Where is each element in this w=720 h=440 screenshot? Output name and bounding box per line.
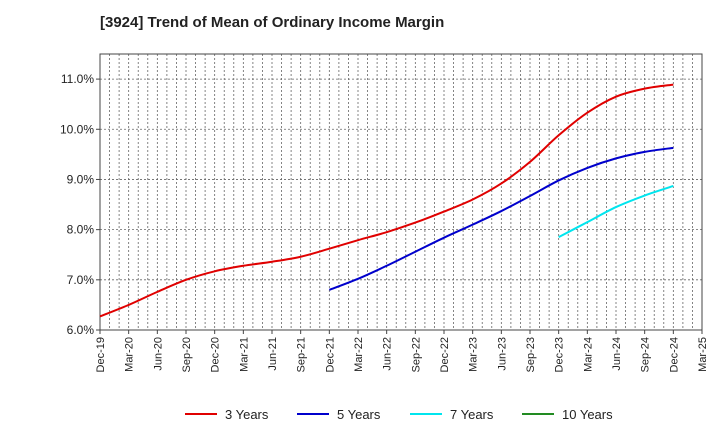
x-tick-label: Sep-20 — [181, 337, 193, 372]
y-tick-label: 7.0% — [67, 273, 95, 287]
legend-label-5-years: 5 Years — [337, 407, 381, 422]
legend-label-3-years: 3 Years — [225, 407, 269, 422]
x-tick-label: Mar-21 — [238, 337, 250, 372]
x-tick-label: Sep-23 — [525, 337, 537, 372]
x-tick-label: Jun-24 — [611, 337, 623, 371]
x-tick-label: Mar-23 — [468, 337, 480, 372]
legend-label-7-years: 7 Years — [450, 407, 494, 422]
x-tick-label: Dec-19 — [95, 337, 107, 372]
x-tick-label: Jun-22 — [382, 337, 394, 371]
x-tick-label: Dec-22 — [439, 337, 451, 372]
plot-frame — [99, 53, 703, 331]
y-tick-label: 11.0% — [61, 72, 94, 86]
x-tick-label: Mar-20 — [124, 337, 136, 372]
grid-lines — [100, 54, 702, 331]
series-line-3-years — [99, 83, 674, 318]
x-tick-label: Dec-23 — [554, 337, 566, 372]
series-lines — [99, 83, 674, 318]
chart-title: [3924] Trend of Mean of Ordinary Income … — [100, 14, 445, 31]
x-tick-label: Jun-23 — [496, 337, 508, 371]
x-axis-ticks: Dec-19 Mar-20 Jun-20 Sep-20 Dec-20 Mar-21 Jun-… — [95, 330, 709, 372]
x-tick-label: Jun-20 — [152, 337, 164, 371]
x-tick-label: Dec-20 — [210, 337, 222, 372]
x-tick-label: Jun-21 — [267, 337, 279, 371]
legend: 3 Years 5 Years 7 Years 10 Years — [185, 407, 613, 422]
series-line-5-years — [328, 146, 674, 291]
y-tick-label: 6.0% — [67, 323, 95, 337]
y-tick-label: 9.0% — [67, 172, 95, 186]
x-tick-label: Dec-24 — [668, 337, 680, 372]
x-tick-label: Sep-22 — [410, 337, 422, 372]
x-tick-label: Sep-21 — [296, 337, 308, 372]
legend-label-10-years: 10 Years — [562, 407, 613, 422]
x-tick-label: Mar-24 — [582, 337, 594, 372]
y-tick-label: 10.0% — [60, 122, 94, 136]
y-tick-label: 8.0% — [67, 223, 95, 237]
x-tick-label: Dec-21 — [324, 337, 336, 372]
x-tick-label: Mar-22 — [353, 337, 365, 372]
series-line-7-years — [558, 185, 674, 239]
x-tick-label: Sep-24 — [640, 337, 652, 372]
x-tick-label: Mar-25 — [697, 337, 709, 372]
y-axis-ticks: 6.0% 7.0% 8.0% 9.0% 10.0% 11.0% — [60, 72, 100, 337]
